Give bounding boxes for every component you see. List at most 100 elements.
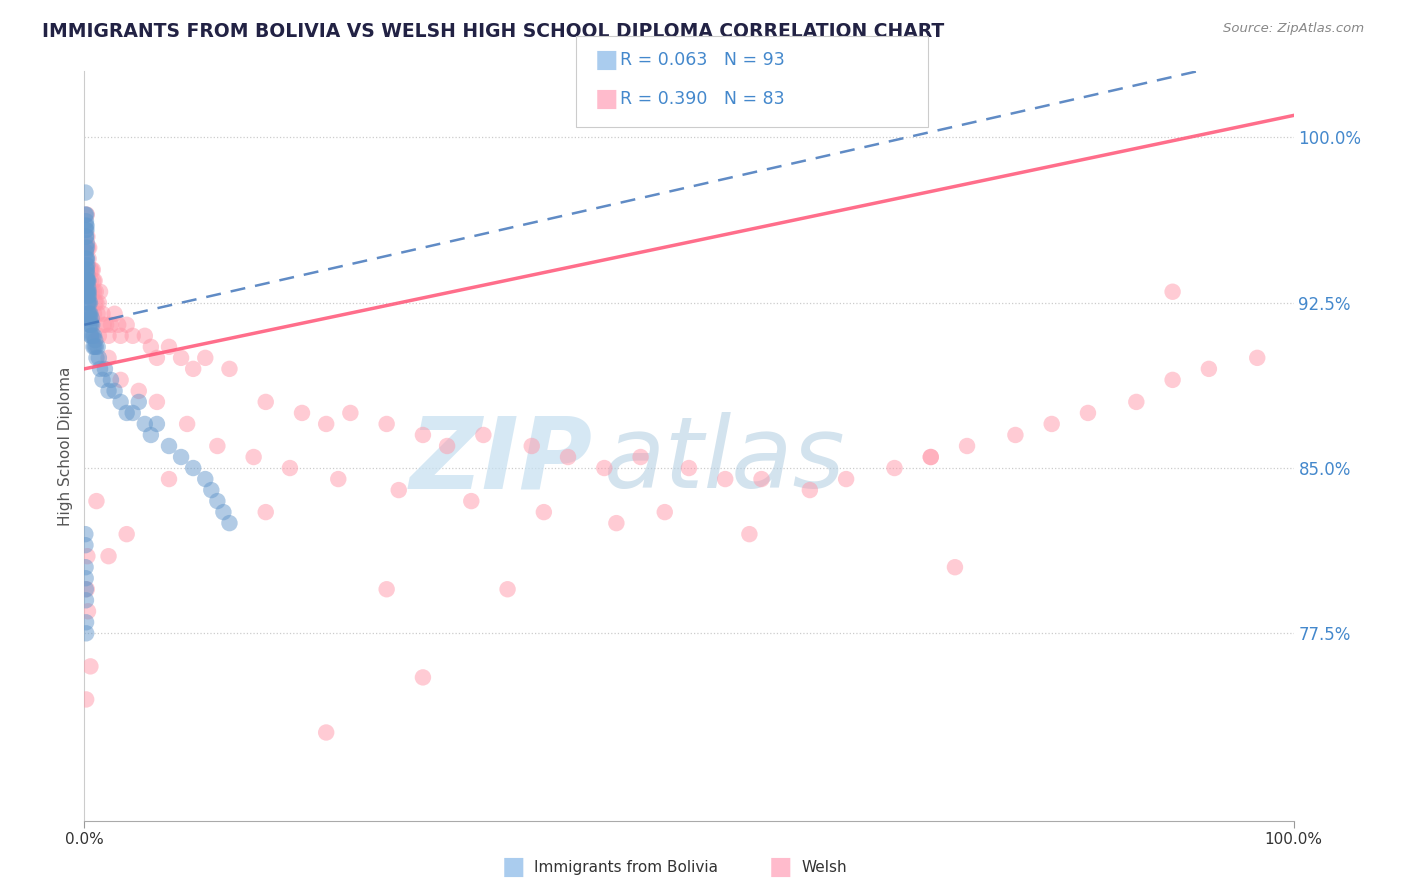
Point xyxy=(76,274,98,288)
Point xyxy=(1004,428,1026,442)
Point xyxy=(75,274,97,288)
Point xyxy=(75,615,97,630)
Point xyxy=(714,472,737,486)
Point xyxy=(207,494,229,508)
Point xyxy=(218,362,240,376)
Point xyxy=(75,229,97,244)
Point xyxy=(83,328,105,343)
Point xyxy=(115,318,138,332)
Point xyxy=(100,373,122,387)
Point xyxy=(1246,351,1268,365)
Point xyxy=(83,274,105,288)
Point xyxy=(79,659,101,673)
Text: Welsh: Welsh xyxy=(801,860,846,874)
Point xyxy=(87,351,110,365)
Point xyxy=(86,351,108,365)
Point xyxy=(86,494,108,508)
Point xyxy=(104,307,127,321)
Point xyxy=(75,186,97,200)
Point xyxy=(75,692,97,706)
Point xyxy=(128,384,150,398)
Point xyxy=(278,461,301,475)
Point xyxy=(920,450,942,464)
Point xyxy=(84,285,107,299)
Point xyxy=(75,258,97,272)
Point xyxy=(77,318,100,332)
Text: R = 0.390   N = 83: R = 0.390 N = 83 xyxy=(620,90,785,108)
Point xyxy=(1161,285,1184,299)
Point xyxy=(77,295,100,310)
Point xyxy=(181,362,204,376)
Point xyxy=(176,417,198,431)
Point xyxy=(79,285,101,299)
Point xyxy=(76,208,98,222)
Point xyxy=(79,295,101,310)
Point xyxy=(181,461,204,475)
Point xyxy=(1161,373,1184,387)
Point xyxy=(1040,417,1063,431)
Text: ■: ■ xyxy=(502,855,524,879)
Point xyxy=(104,384,127,398)
Point xyxy=(97,351,120,365)
Point xyxy=(75,252,97,266)
Point xyxy=(76,582,98,597)
Point xyxy=(76,219,98,233)
Point xyxy=(77,285,100,299)
Point xyxy=(76,285,98,299)
Point xyxy=(77,307,100,321)
Point xyxy=(84,340,107,354)
Point xyxy=(75,626,97,640)
Point xyxy=(94,318,117,332)
Text: atlas: atlas xyxy=(605,412,846,509)
Point xyxy=(82,262,104,277)
Point xyxy=(75,262,97,277)
Point xyxy=(799,483,821,497)
Point xyxy=(1125,395,1147,409)
Point xyxy=(91,307,114,321)
Point xyxy=(496,582,519,597)
Point xyxy=(339,406,361,420)
Point xyxy=(87,295,110,310)
Point xyxy=(76,274,98,288)
Point xyxy=(134,328,156,343)
Point xyxy=(75,223,97,237)
Point xyxy=(412,428,434,442)
Point xyxy=(76,229,98,244)
Point xyxy=(75,208,97,222)
Point xyxy=(194,351,217,365)
Text: R = 0.063   N = 93: R = 0.063 N = 93 xyxy=(620,51,785,69)
Point xyxy=(254,505,277,519)
Point xyxy=(97,549,120,564)
Point xyxy=(77,289,100,303)
Point xyxy=(86,295,108,310)
Point xyxy=(79,307,101,321)
Point xyxy=(91,373,114,387)
Point xyxy=(75,267,97,281)
Point xyxy=(97,384,120,398)
Point xyxy=(77,241,100,255)
Point xyxy=(115,527,138,541)
Point xyxy=(605,516,627,530)
Point xyxy=(77,295,100,310)
Point xyxy=(94,362,117,376)
Point xyxy=(80,274,103,288)
Point xyxy=(157,340,180,354)
Point xyxy=(77,289,100,303)
Point xyxy=(79,262,101,277)
Point xyxy=(146,417,169,431)
Point xyxy=(751,472,773,486)
Point xyxy=(76,252,98,266)
Point xyxy=(75,229,97,244)
Point xyxy=(87,328,110,343)
Point xyxy=(79,318,101,332)
Point xyxy=(557,450,579,464)
Point xyxy=(1077,406,1099,420)
Point xyxy=(75,274,97,288)
Point xyxy=(86,340,108,354)
Point xyxy=(77,241,100,255)
Point xyxy=(80,328,103,343)
Point xyxy=(76,267,98,281)
Point xyxy=(80,328,103,343)
Point xyxy=(139,428,162,442)
Point xyxy=(472,428,495,442)
